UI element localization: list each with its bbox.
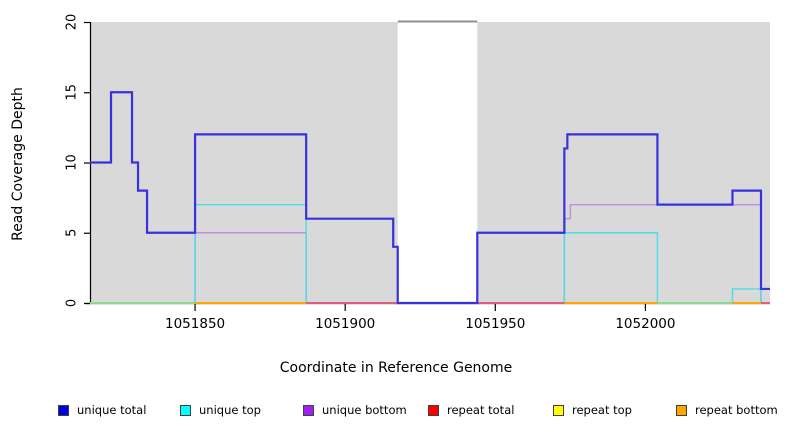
series-unique-total-line	[90, 91, 770, 305]
legend-item-unique-top: unique top	[180, 402, 261, 418]
x-tick-label: 1052000	[615, 316, 675, 332]
legend-label: repeat top	[572, 403, 632, 417]
legend-swatch-icon	[428, 404, 439, 416]
y-tick-label: 15	[65, 84, 80, 101]
x-tick-label: 1051900	[315, 316, 375, 332]
no-data-band	[397, 22, 478, 303]
legend-label: unique top	[199, 403, 261, 417]
x-tick-label: 1051950	[465, 316, 525, 332]
series-unique-top-line	[90, 203, 770, 304]
legend-label: repeat total	[447, 403, 515, 417]
legend-item-repeat-bottom: repeat bottom	[676, 402, 778, 418]
legend-swatch-icon	[303, 404, 314, 416]
y-tick-label: 20	[65, 14, 80, 31]
legend-swatch-icon	[180, 404, 191, 416]
legend-label: repeat bottom	[695, 403, 778, 417]
legend-swatch-icon	[676, 404, 687, 416]
y-tick-label: 10	[65, 154, 80, 171]
legend-item-unique-total: unique total	[58, 402, 146, 418]
legend-label: unique total	[77, 403, 147, 417]
legend-item-unique-bottom: unique bottom	[303, 402, 407, 418]
x-tick-label: 1051850	[165, 316, 225, 332]
y-axis-title: Read Coverage Depth	[10, 87, 26, 241]
legend-swatch-icon	[58, 404, 69, 416]
legend-label: unique bottom	[322, 403, 407, 417]
x-axis-title: Coordinate in Reference Genome	[279, 360, 513, 376]
legend: unique total unique top unique bottom repea…	[0, 402, 792, 418]
legend-item-repeat-total: repeat total	[428, 402, 514, 418]
y-tick-label: 0	[65, 299, 80, 307]
y-tick-label: 5	[65, 229, 80, 237]
legend-item-repeat-top: repeat top	[553, 402, 632, 418]
legend-swatch-icon	[553, 404, 564, 416]
